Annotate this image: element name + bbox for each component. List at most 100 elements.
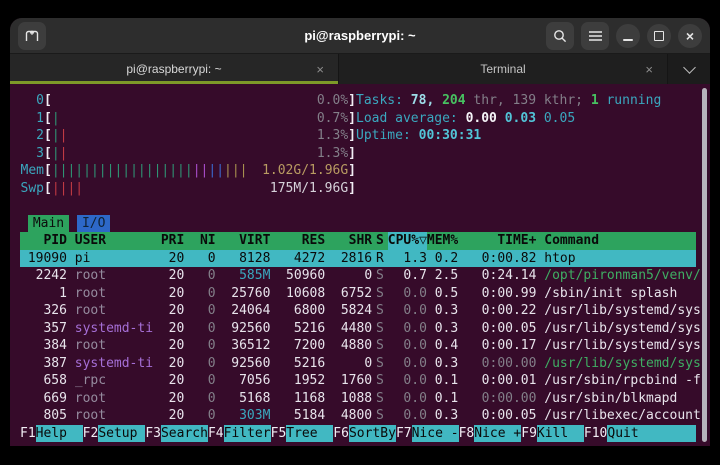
meter-bars: |||| 175M/1.96G <box>52 180 348 198</box>
cell-mem: 0.3 <box>434 303 459 318</box>
cell-time: 0:00.00 <box>481 355 537 371</box>
cell-time: 0:00.05 <box>481 320 537 336</box>
cell-time: 0:00.82 <box>481 250 537 266</box>
cell-cpu: 1.3 <box>403 250 427 266</box>
screen-tabs: Main I/O <box>20 214 710 232</box>
tab-close-icon[interactable]: × <box>316 61 324 77</box>
process-row[interactable]: 1 root 20 0 25760 10608 6752 S 0.0 0.5 0:00.99 /s… <box>20 285 696 303</box>
cell-time: 0:00.99 <box>481 285 537 301</box>
cell-cpu: 0.0 <box>403 285 427 301</box>
cell-res: 5184 <box>293 408 326 423</box>
htop-header-line: 3[| | 1.3%] <box>20 145 710 163</box>
process-row[interactable]: 658 _rpc 20 0 7056 1952 1760 S 0.0 0.1 0:00.01 /u… <box>20 372 700 390</box>
minimize-button[interactable] <box>616 23 640 48</box>
cell-gg2 <box>536 232 544 250</box>
meter-bar-segment: | <box>59 145 68 161</box>
screen-tab-main[interactable]: Main <box>27 214 70 232</box>
process-row[interactable]: 384 root 20 0 36512 7200 4880 S 0.0 0.4 0:00.17 /… <box>20 337 700 355</box>
meter-value: 0.0% <box>316 93 349 108</box>
menu-button[interactable] <box>581 21 609 50</box>
screen-tab-io[interactable]: I/O <box>76 214 111 232</box>
search-button[interactable] <box>546 21 574 50</box>
meter-open-bracket: [ <box>44 93 52 108</box>
process-row[interactable]: 805 root 20 0 303M 5184 4800 S 0.0 0.3 0:00.05 /u… <box>20 407 700 425</box>
meter-label: 3 <box>36 145 44 161</box>
cell-user: pi <box>74 250 91 266</box>
blank-line <box>20 197 710 215</box>
fnlabel-nice[interactable]: Nice - <box>411 424 459 442</box>
fnlabel-help[interactable]: Help <box>35 424 83 442</box>
cell-gg2 <box>536 355 544 373</box>
cell-cmd: /usr/lib/systemd/sys <box>544 303 701 318</box>
tab-list-button[interactable] <box>667 54 710 84</box>
fnkey-f8: F8 <box>458 425 475 441</box>
cell-res: 1952 <box>293 373 326 388</box>
cell-s: S <box>376 320 384 336</box>
htop-header-line: 1[| 0.7%] Load average: 0.00 0.03 0.05 <box>20 110 710 128</box>
maximize-button[interactable] <box>647 23 671 48</box>
table-header-row[interactable]: PID USER PRI NI VIRT RES SHR S CPU%▽MEM% TIME+ C… <box>20 232 696 250</box>
cell-virt: 36512 <box>231 338 271 353</box>
terminal-screen[interactable]: 0[0.0%] Tasks: 78, 204 thr, 139 kthr; 1 r… <box>10 84 710 446</box>
fnkey-f5: F5 <box>270 425 287 441</box>
cell-res: 6800 <box>293 303 326 318</box>
process-row[interactable]: 357 systemd-ti 20 0 92560 5216 4480 S 0.0 0.3 0:0… <box>20 320 700 338</box>
text-segment: Tasks: <box>356 93 411 108</box>
cell-gg2 <box>536 407 544 425</box>
meter-label: Swp <box>20 180 44 196</box>
process-row[interactable]: 387 systemd-ti 20 0 92560 5216 0 S 0.0 0.3 0:00.0… <box>20 355 700 373</box>
process-row[interactable]: 2242 root 20 0 585M 50960 0 S 0.7 2.5 0:24.14 /op… <box>20 267 701 285</box>
text-segment: 0.05 <box>543 110 576 126</box>
tab-pi-raspberrypi[interactable]: pi@raspberrypi: ~ × <box>10 54 338 84</box>
cell-shr: 5824 <box>340 303 373 318</box>
cell-cmd: /usr/lib/systemd/sys <box>544 355 701 371</box>
text-segment: 00:30:31 <box>418 128 482 143</box>
cpu-meter: 2[| | 1.3%] <box>20 127 356 145</box>
cell-s: S <box>376 303 384 318</box>
new-tab-button[interactable] <box>18 21 46 50</box>
process-row[interactable]: 326 root 20 0 24064 6800 5824 S 0.0 0.3 0:00.22 /… <box>20 302 700 320</box>
cell-ni: 0 <box>207 338 216 353</box>
process-row[interactable]: 19090 pi 20 0 8128 4272 2816 R 1.3 0.2 0:00.82 ht… <box>20 249 696 267</box>
htop-info-line: Uptime: 00:30:31 <box>356 127 481 145</box>
fnlabel-quit[interactable]: Quit <box>607 424 696 442</box>
meter-bar-segment: | <box>51 128 60 143</box>
fnkey-f9: F9 <box>521 425 537 441</box>
titlebar[interactable]: pi@raspberrypi: ~ × <box>10 18 710 54</box>
new-tab-icon <box>25 30 39 42</box>
cell-gg2 <box>536 267 544 285</box>
fnlabel-nice[interactable]: Nice + <box>474 424 522 442</box>
cell-user: root <box>74 285 107 301</box>
cell-pid: PID <box>43 233 67 248</box>
text-segment: thr, 139 kthr; <box>465 93 591 108</box>
cell-gg1 <box>67 267 75 285</box>
cell-gg2 <box>536 320 544 338</box>
tab-close-icon[interactable]: × <box>645 61 653 77</box>
fnlabel-tree[interactable]: Tree <box>286 424 334 442</box>
cell-pri: 20 <box>168 250 185 266</box>
fnlabel-setup[interactable]: Setup <box>98 424 146 442</box>
meter-bar-segment: | <box>59 128 68 143</box>
fnlabel-sortby[interactable]: SortBy <box>348 424 396 442</box>
cell-mem: 0.3 <box>434 355 459 371</box>
fnlabel-search[interactable]: Search <box>160 424 208 442</box>
cell-pid: 2242 <box>35 268 67 283</box>
process-row[interactable]: 669 root 20 0 5168 1168 1088 S 0.0 0.1 0:00.00 /u… <box>20 390 696 408</box>
meter-label: 0 <box>36 93 44 108</box>
tab-terminal[interactable]: Terminal × <box>338 54 667 84</box>
fnlabel-kill[interactable]: Kill <box>536 424 584 442</box>
cell-shr: 4800 <box>340 408 373 423</box>
cell-mem: 0.5 <box>434 285 459 301</box>
cell-mem: 0.2 <box>434 250 459 266</box>
terminal-scrollbar[interactable] <box>702 88 707 442</box>
fnlabel-filter[interactable]: Filter <box>223 424 271 442</box>
cell-cpu: CPU%▽ <box>387 232 427 250</box>
cell-shr: 4480 <box>340 320 373 336</box>
close-icon: × <box>685 27 695 44</box>
meter-bar-segment: ||| <box>224 163 248 178</box>
cell-virt: 92560 <box>231 355 271 371</box>
cell-pid: 387 <box>43 355 67 371</box>
meter-open-bracket: [ <box>44 110 52 126</box>
meter-open-bracket: [ <box>44 163 52 178</box>
close-button[interactable]: × <box>678 23 702 48</box>
